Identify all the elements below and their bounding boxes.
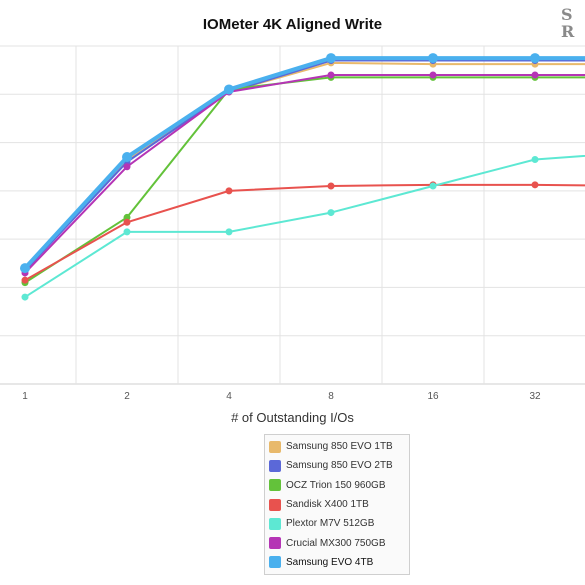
data-point [429, 182, 437, 190]
x-tick-label: 1 [22, 391, 28, 402]
data-point [428, 53, 438, 64]
data-point [123, 163, 131, 171]
data-point [123, 228, 131, 236]
data-point [21, 293, 29, 301]
legend-label: OCZ Trion 150 960GB [286, 479, 386, 491]
legend-label: Samsung 850 EVO 2TB [286, 460, 393, 472]
x-tick-label: 16 [427, 391, 439, 402]
data-point [531, 71, 539, 79]
legend-label: Plextor M7V 512GB [286, 518, 375, 530]
series-line [24, 183, 585, 282]
series-sandisk-x400-1tb [21, 181, 585, 284]
series-samsung-850-evo-1tb [21, 59, 585, 272]
legend-label: Samsung EVO 4TB [286, 556, 374, 568]
legend-item: Sandisk X400 1TB [269, 495, 405, 514]
legend-swatch [269, 440, 281, 453]
legend-swatch [269, 459, 281, 472]
legend-item: OCZ Trion 150 960GB [269, 476, 405, 495]
data-point [20, 263, 30, 274]
data-point [327, 209, 335, 217]
x-tick-label: 4 [226, 391, 232, 402]
data-point [531, 181, 539, 189]
legend-label: Sandisk X400 1TB [286, 499, 369, 511]
legend-label: Crucial MX300 750GB [286, 537, 386, 549]
data-point [531, 155, 539, 163]
chart-title: IOMeter 4K Aligned Write [202, 16, 383, 33]
data-point [225, 228, 233, 236]
series-line [24, 61, 585, 269]
series-lines [20, 53, 585, 301]
data-point [327, 182, 335, 190]
data-point [225, 187, 233, 195]
legend-item: Crucial MX300 750GB [269, 533, 405, 552]
series-plextor-m7v-512gb [21, 154, 585, 301]
grid-lines [0, 45, 585, 385]
legend-item: Plextor M7V 512GB [269, 514, 405, 533]
series-samsung-evo-4tb [20, 53, 585, 274]
data-point [224, 84, 234, 95]
x-axis-label: # of Outstanding I/Os [231, 410, 354, 425]
data-point [326, 53, 336, 64]
x-tick-label: 2 [124, 391, 130, 402]
x-tick-label: 8 [328, 391, 334, 402]
data-point [122, 152, 132, 163]
legend: Samsung 850 EVO 1TB Samsung 850 EVO 2TB OC… [264, 434, 410, 576]
x-tick-labels: 1 2 4 8 16 32 [22, 391, 541, 402]
legend-swatch [269, 479, 281, 492]
legend-swatch [269, 537, 281, 550]
legend-swatch [269, 517, 281, 530]
legend-item: Samsung 850 EVO 2TB [269, 456, 405, 475]
data-point [327, 71, 335, 79]
data-point [429, 71, 437, 79]
legend-item: Samsung 850 EVO 1TB [269, 437, 405, 456]
x-tick-label: 32 [529, 391, 541, 402]
legend-label: Samsung 850 EVO 1TB [286, 441, 393, 453]
series-line [23, 56, 585, 270]
legend-item: Samsung EVO 4TB [269, 553, 405, 572]
series-samsung-850-evo-2tb [21, 56, 585, 275]
data-point [530, 53, 540, 64]
legend-swatch [269, 556, 281, 569]
legend-swatch [269, 498, 281, 511]
data-point [21, 276, 29, 284]
data-point [123, 218, 131, 226]
data-point [123, 213, 131, 221]
